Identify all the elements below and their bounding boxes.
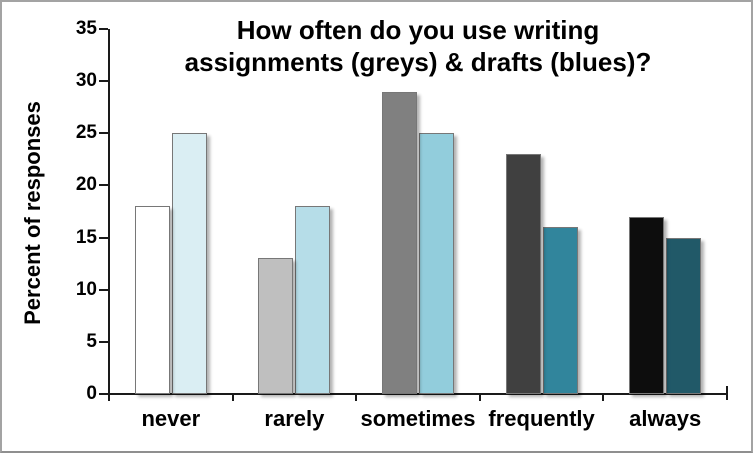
chart-title-line-1: How often do you use writing <box>236 15 600 45</box>
bar-drafts-always <box>666 237 702 394</box>
chart-title-line-2: assignments (greys) & drafts (blues)? <box>184 47 652 77</box>
x-tick-end <box>726 386 728 400</box>
x-axis-label-frequently: frequently <box>488 406 595 431</box>
bar-assignments-never <box>134 206 170 394</box>
bar-assignments-sometimes <box>382 91 417 394</box>
y-tick <box>99 236 108 239</box>
y-tick <box>99 80 108 83</box>
y-tick-label: 20 <box>75 174 97 196</box>
y-axis-line <box>108 29 110 396</box>
bar-assignments-always <box>629 216 665 394</box>
bar-drafts-rarely <box>295 206 331 394</box>
x-tick <box>231 395 234 401</box>
y-tick-label: 25 <box>75 122 97 144</box>
y-tick-label: 15 <box>75 226 97 248</box>
bar-drafts-never <box>171 133 207 394</box>
y-tick <box>99 340 108 343</box>
x-axis-label-never: never <box>141 406 201 431</box>
y-tick <box>99 132 108 135</box>
y-tick <box>99 288 108 291</box>
y-tick-label: 35 <box>75 18 97 39</box>
x-axis-label-rarely: rarely <box>264 406 325 431</box>
x-tick <box>355 395 358 401</box>
y-tick-label: 5 <box>86 330 97 352</box>
y-tick-label: 0 <box>86 383 97 404</box>
bar-assignments-rarely <box>258 258 294 394</box>
bar-drafts-frequently <box>542 227 578 394</box>
x-axis-line <box>108 393 728 395</box>
x-tick <box>478 395 481 401</box>
y-tick <box>99 28 108 30</box>
y-tick <box>99 393 108 395</box>
x-tick <box>108 395 110 401</box>
bar-assignments-frequently <box>505 154 541 394</box>
chart-title: How often do you use writing assignments… <box>109 14 727 78</box>
y-tick-label: 30 <box>75 70 97 92</box>
bar-drafts-sometimes <box>419 133 454 394</box>
x-axis-label-sometimes: sometimes <box>360 406 476 431</box>
y-tick-label: 10 <box>75 278 97 300</box>
y-tick <box>99 184 108 187</box>
x-tick <box>602 395 605 401</box>
x-axis-label-always: always <box>629 406 702 431</box>
